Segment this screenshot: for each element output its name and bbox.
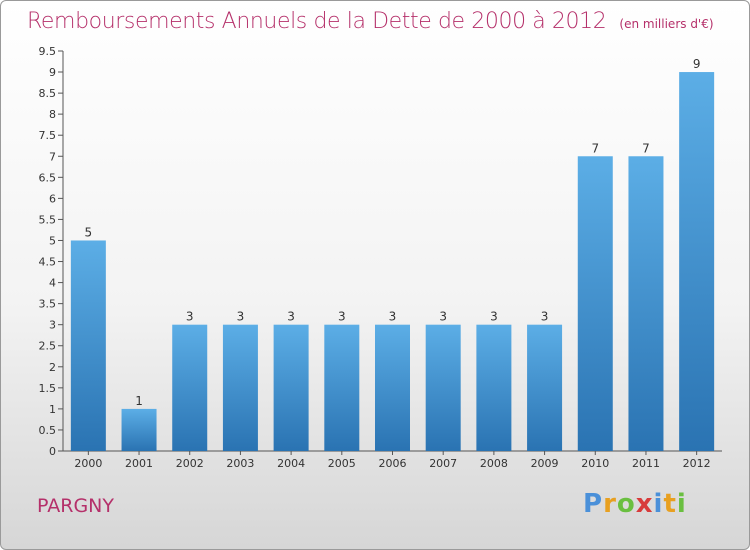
chart-unit: (en milliers d'€) <box>619 17 714 31</box>
x-tick-label: 2008 <box>480 457 508 470</box>
logo-letter: i <box>653 489 664 519</box>
logo-letter: o <box>616 489 636 519</box>
logo-letter: x <box>635 489 654 519</box>
logo-letter: i <box>676 489 687 519</box>
chart-title: Remboursements Annuels de la Dette de 20… <box>27 9 714 34</box>
x-tick-label: 2012 <box>683 457 711 470</box>
bar <box>628 156 664 451</box>
bar-value-label: 3 <box>338 310 346 324</box>
chart-title-text: Remboursements Annuels de la Dette de 20… <box>27 9 607 34</box>
x-tick-label: 2002 <box>176 457 204 470</box>
y-tick-label: 7.5 <box>39 129 57 142</box>
bar <box>476 324 512 451</box>
bar <box>425 324 461 451</box>
y-tick-label: 2.5 <box>39 340 57 353</box>
y-tick-label: 1.5 <box>39 382 57 395</box>
proxiti-logo: Proxiti <box>583 489 687 519</box>
y-tick-label: 2 <box>49 361 56 374</box>
bar <box>577 156 613 451</box>
y-tick-label: 6 <box>49 192 56 205</box>
y-tick-label: 7 <box>49 150 56 163</box>
bar <box>121 408 157 451</box>
bar <box>273 324 309 451</box>
y-tick-label: 4 <box>49 277 56 290</box>
x-tick-label: 2000 <box>74 457 102 470</box>
y-tick-label: 4.5 <box>39 256 57 269</box>
y-tick-label: 8.5 <box>39 87 57 100</box>
bar-value-label: 3 <box>541 310 549 324</box>
x-tick-label: 2004 <box>277 457 305 470</box>
logo-letter: r <box>603 489 617 519</box>
y-tick-label: 9 <box>49 66 56 79</box>
y-tick-label: 3 <box>49 319 56 332</box>
bar-value-label: 1 <box>135 394 143 408</box>
bar-value-label: 3 <box>237 310 245 324</box>
bar-value-label: 9 <box>693 57 701 71</box>
x-tick-label: 2003 <box>226 457 254 470</box>
y-tick-label: 6.5 <box>39 171 57 184</box>
bar <box>375 324 410 451</box>
y-tick-label: 1 <box>49 403 56 416</box>
x-tick-label: 2001 <box>125 457 153 470</box>
bar <box>222 324 258 451</box>
commune-name: PARGNY <box>37 495 114 517</box>
logo-letter: P <box>583 489 604 519</box>
bar-value-label: 3 <box>287 310 295 324</box>
logo-letter: t <box>663 489 677 519</box>
bar <box>679 72 715 451</box>
x-tick-label: 2007 <box>429 457 457 470</box>
bar <box>324 324 360 451</box>
x-tick-label: 2010 <box>581 457 609 470</box>
bar-value-label: 7 <box>642 141 650 155</box>
bar-value-label: 7 <box>591 141 599 155</box>
bar-value-label: 3 <box>490 310 498 324</box>
x-tick-label: 2009 <box>531 457 559 470</box>
bar <box>527 324 563 451</box>
y-tick-label: 3.5 <box>39 298 57 311</box>
bar <box>172 324 208 451</box>
bar <box>70 240 106 451</box>
y-tick-label: 0.5 <box>39 424 57 437</box>
x-tick-label: 2006 <box>379 457 407 470</box>
y-tick-label: 8 <box>49 108 56 121</box>
bar-value-label: 3 <box>439 310 447 324</box>
y-tick-label: 5.5 <box>39 213 57 226</box>
x-tick-label: 2005 <box>328 457 356 470</box>
bar-value-label: 3 <box>186 310 194 324</box>
y-tick-label: 9.5 <box>39 45 57 58</box>
y-tick-label: 0 <box>49 445 56 458</box>
x-tick-label: 2011 <box>632 457 660 470</box>
y-tick-label: 5 <box>49 234 56 247</box>
bar-value-label: 5 <box>85 225 93 239</box>
bar-value-label: 3 <box>389 310 397 324</box>
